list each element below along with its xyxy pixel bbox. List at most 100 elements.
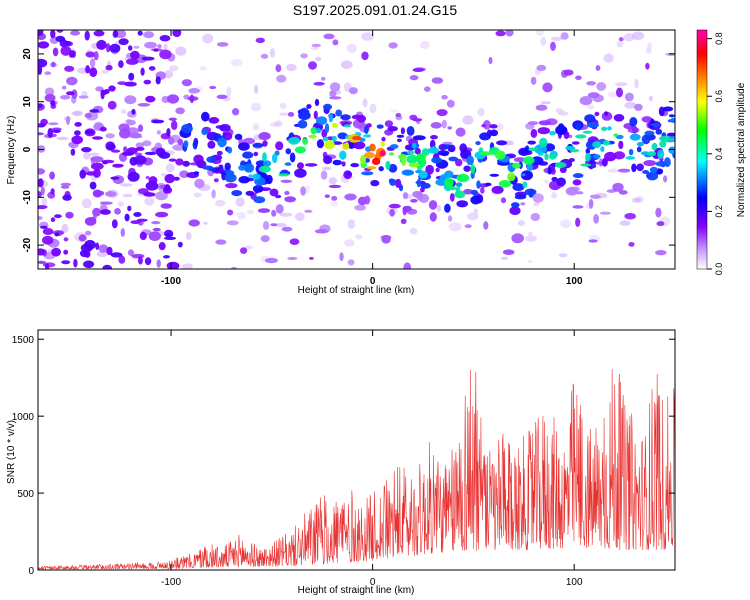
spectrogram-cell: [424, 86, 431, 92]
spectrogram-cell: [209, 85, 217, 90]
spectrogram-cell: [590, 163, 595, 168]
spectrogram-cell: [49, 171, 55, 180]
spectrogram-cell: [79, 249, 89, 258]
spectrogram-cell: [236, 212, 246, 220]
spectrogram-y-tick-label: 10: [22, 96, 33, 108]
spectrogram-cell: [287, 257, 298, 260]
spectrogram-cell: [90, 162, 104, 170]
snr-y-axis-label: SNR (10 * v/v): [6, 420, 17, 484]
spectrogram-cell: [65, 41, 71, 46]
spectrogram-cell: [601, 158, 608, 167]
spectrogram-cell: [407, 150, 415, 155]
spectrogram-cell: [655, 128, 663, 135]
spectrogram-cell: [540, 101, 552, 105]
spectrogram-cell: [135, 146, 145, 151]
spectrogram-cell: [255, 37, 265, 43]
spectrogram-cell: [316, 116, 328, 125]
spectrogram-cell: [454, 190, 466, 199]
spectrogram-y-tick-label: -10: [22, 190, 33, 205]
spectrogram-cell: [216, 94, 228, 100]
spectrogram-cell: [542, 82, 553, 93]
spectrogram-cell: [111, 149, 121, 153]
spectrogram-cell: [258, 165, 271, 173]
spectrogram-cell: [246, 209, 255, 215]
spectrogram-cell: [183, 140, 189, 148]
spectrogram-cell: [120, 183, 133, 187]
spectrogram-cell: [107, 100, 117, 110]
spectrogram-cell: [544, 178, 549, 184]
spectrogram-cell: [560, 32, 569, 40]
spectrogram-cell: [381, 136, 386, 142]
spectrogram-cell: [464, 224, 472, 229]
spectrogram-cell: [145, 176, 150, 180]
spectrogram-cell: [331, 196, 338, 201]
spectrogram-cell: [618, 190, 628, 195]
spectrogram-cell: [314, 98, 320, 107]
spectrogram-cell: [225, 183, 238, 189]
spectrogram-cell: [122, 151, 134, 156]
spectrogram-cell: [92, 168, 101, 178]
spectrogram-cell: [92, 189, 103, 198]
spectrogram-cell: [240, 247, 248, 255]
spectrogram-cell: [645, 62, 650, 70]
spectrogram-cell: [496, 123, 504, 132]
spectrogram-cell: [196, 160, 207, 169]
spectrogram-cell: [173, 176, 180, 181]
spectrogram-cell: [585, 148, 591, 155]
spectrogram-cell: [269, 188, 279, 197]
spectrogram-cell: [122, 193, 133, 198]
spectrogram-cell: [188, 88, 200, 94]
spectrogram-cell: [309, 256, 314, 260]
spectrogram-cell: [145, 181, 159, 191]
spectrogram-cell: [629, 133, 641, 141]
spectrogram-cell: [44, 93, 56, 102]
spectrogram-cell: [74, 122, 82, 127]
spectrogram-cell: [66, 76, 78, 86]
spectrogram-cell: [444, 203, 451, 213]
spectrogram-cell: [632, 31, 645, 41]
spectrogram-cell: [625, 156, 636, 160]
spectrogram-cell: [60, 185, 70, 189]
spectrogram-cell: [649, 166, 659, 173]
spectrogram-cell: [218, 164, 224, 170]
spectrogram-cell: [294, 168, 307, 178]
spectrogram-cell: [44, 87, 55, 96]
spectrogram-cell: [315, 56, 322, 62]
spectrogram-cell: [62, 194, 72, 201]
spectrogram-cell: [279, 112, 290, 116]
spectrogram-cell: [532, 193, 544, 203]
spectrogram-cell: [106, 43, 111, 53]
spectrogram-cell: [412, 68, 424, 72]
spectrogram-cell: [253, 196, 266, 204]
spectrogram-cell: [63, 237, 69, 242]
spectrogram-cell: [143, 79, 152, 85]
spectrogram-cell: [364, 125, 369, 134]
spectrogram-cell: [95, 86, 104, 92]
spectrogram-cell: [279, 102, 287, 109]
spectrogram-cell: [310, 46, 319, 51]
spectrogram-cell: [550, 41, 556, 51]
spectrogram-cell: [258, 132, 271, 141]
spectrogram-cell: [275, 204, 284, 214]
spectrogram-cell: [98, 244, 109, 253]
spectrogram-cell: [495, 30, 506, 37]
spectrogram-cell: [284, 162, 292, 166]
spectrogram-cell: [496, 140, 508, 146]
snr-y-tick-label: 1500: [12, 335, 35, 346]
spectrogram-cell: [656, 221, 665, 227]
spectrogram-cell: [294, 146, 306, 154]
spectrogram-cell: [388, 163, 398, 173]
spectrogram-cell: [505, 30, 514, 37]
spectrogram-cell: [651, 142, 658, 151]
spectrogram-cell: [38, 103, 43, 108]
spectrogram-cell: [378, 166, 384, 172]
spectrogram-cell: [69, 50, 76, 57]
spectrogram-cell: [99, 209, 111, 215]
spectrogram-cell: [353, 141, 366, 150]
spectrogram-cell: [276, 74, 287, 83]
spectrogram-cell: [603, 53, 614, 63]
spectrogram-cell: [604, 151, 617, 162]
spectrogram-cell: [305, 184, 310, 194]
